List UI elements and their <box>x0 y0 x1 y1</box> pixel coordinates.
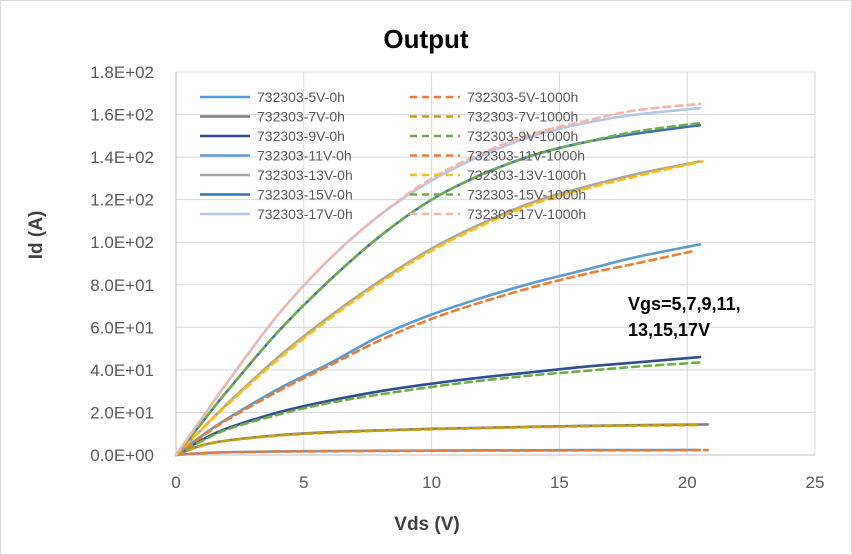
series-line-732303-11V-0h <box>174 243 702 457</box>
y-axis-label: Id (A) <box>26 211 47 260</box>
legend-label: 732303-7V-0h <box>257 109 345 125</box>
legend-label: 732303-11V-1000h <box>467 148 585 164</box>
legend-label: 732303-5V-1000h <box>467 89 578 105</box>
legend-label: 732303-11V-0h <box>257 148 352 164</box>
series-line-732303-17V-1000h <box>174 102 702 457</box>
y-tick-label: 1.2E+02 <box>90 191 154 210</box>
series-line-732303-5V-1000h <box>174 448 709 457</box>
y-tick-label: 1.4E+02 <box>90 148 154 167</box>
annotation-line-1: Vgs=5,7,9,11, <box>628 294 741 314</box>
y-tick-label: 8.0E+01 <box>90 276 154 295</box>
series-line-732303-13V-0h <box>174 160 702 457</box>
grid-lines <box>175 71 816 456</box>
legend-label: 732303-17V-1000h <box>467 206 586 222</box>
x-tick-label: 15 <box>550 473 569 492</box>
series-line-732303-9V-0h <box>174 355 702 457</box>
series-line-732303-11V-1000h <box>174 249 697 457</box>
legend-label: 732303-5V-0h <box>257 89 345 105</box>
x-tick-label: 10 <box>422 473 441 492</box>
x-tick-label: 25 <box>806 473 825 492</box>
legend-label: 732303-15V-1000h <box>467 187 586 203</box>
y-tick-label: 0.0E+00 <box>90 446 154 465</box>
x-tick-label: 5 <box>299 473 308 492</box>
chart-title: Output <box>383 24 469 54</box>
legend-label: 732303-15V-0h <box>257 187 353 203</box>
y-tick-label: 1.6E+02 <box>90 106 154 125</box>
y-tick-label: 4.0E+01 <box>90 361 154 380</box>
legend-label: 732303-13V-0h <box>257 167 353 183</box>
y-tick-label: 1.0E+02 <box>90 233 154 252</box>
x-tick-label: 20 <box>678 473 697 492</box>
x-tick-label: 0 <box>171 473 180 492</box>
series-line-732303-7V-1000h <box>174 423 702 457</box>
legend: 732303-5V-0h 732303-7V-0h 732303-9V-0h 7323… <box>200 89 586 222</box>
legend-label: 732303-13V-1000h <box>467 167 586 183</box>
legend-label: 732303-7V-1000h <box>467 109 578 125</box>
series-lines <box>174 102 709 457</box>
legend-label: 732303-9V-0h <box>257 128 345 144</box>
annotation-line-2: 13,15,17V <box>628 320 710 340</box>
series-line-732303-15V-1000h <box>174 121 702 457</box>
y-tick-label: 6.0E+01 <box>90 318 154 337</box>
legend-label: 732303-17V-0h <box>257 206 353 222</box>
legend-label: 732303-9V-1000h <box>467 128 578 144</box>
x-axis-label: Vds (V) <box>394 514 459 535</box>
series-line-732303-9V-1000h <box>174 361 702 457</box>
series-line-732303-13V-1000h <box>174 160 704 457</box>
y-tick-label: 2.0E+01 <box>90 403 154 422</box>
axis-ticks: 0.0E+00 2.0E+01 4.0E+01 6.0E+01 8.0E+01 1.0E+… <box>90 63 824 492</box>
y-tick-label: 1.8E+02 <box>90 63 154 82</box>
